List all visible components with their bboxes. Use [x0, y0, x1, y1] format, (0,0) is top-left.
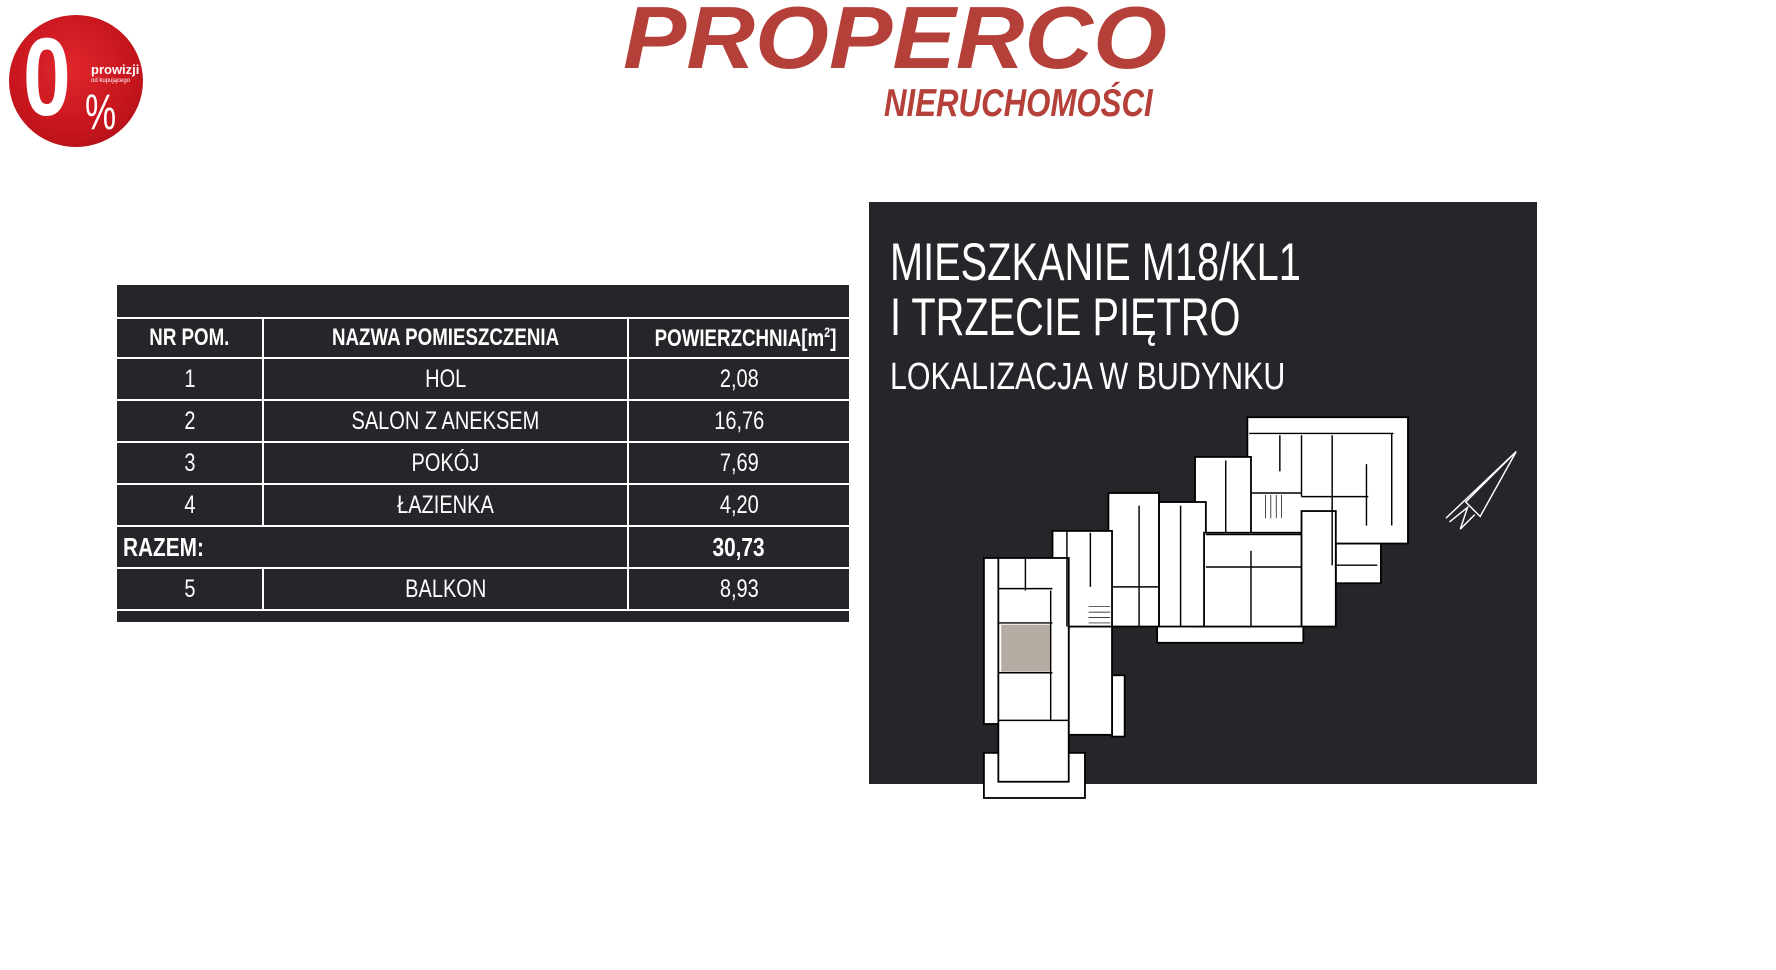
table-row: 5 BALKON 8,93: [117, 567, 849, 611]
cell-name: BALKON: [262, 567, 629, 611]
cell-nr: 1: [117, 357, 264, 401]
table-top-bar: [117, 285, 849, 317]
cell-area: 4,20: [627, 483, 849, 527]
cell-nr: 4: [117, 483, 264, 527]
table-row: 2 SALON Z ANEKSEM 16,76: [117, 399, 849, 443]
logo-main-text: PROPERCO: [623, 0, 1167, 87]
location-subtitle: LOKALIZACJA W BUDYNKU: [890, 356, 1286, 398]
logo-sub-text: NIERUCHOMOŚCI: [884, 82, 1153, 125]
badge-line1: prowizji: [91, 62, 140, 77]
header-name: NAZWA POMIESZCZENIA: [262, 317, 629, 359]
badge-line2: od kupującego: [91, 78, 131, 84]
zero-commission-badge: 0 prowizji od kupującego %: [9, 15, 143, 147]
logo-properco: PROPERCO: [623, 0, 1167, 82]
rooms-table: NR POM. NAZWA POMIESZCZENIA POWIERZCHNIA…: [117, 285, 849, 622]
header-area: POWIERZCHNIA[m2]: [627, 317, 849, 359]
header-nr: NR POM.: [117, 317, 264, 359]
cell-nr: 3: [117, 441, 264, 485]
badge-percent: %: [85, 84, 117, 140]
table-header-row: NR POM. NAZWA POMIESZCZENIA POWIERZCHNIA…: [117, 317, 849, 359]
logo-nieruchomosci: NIERUCHOMOŚCI: [884, 84, 1220, 124]
apartment-title: MIESZKANIE M18/KL1: [890, 233, 1301, 292]
cell-area: 7,69: [627, 441, 849, 485]
total-label: RAZEM:: [117, 525, 629, 569]
north-arrow-icon: [1445, 450, 1517, 530]
cell-nr: 2: [117, 399, 264, 443]
total-area: 30,73: [627, 525, 849, 569]
cell-name: ŁAZIENKA: [262, 483, 629, 527]
floor-title: I TRZECIE PIĘTRO: [890, 288, 1241, 347]
cell-name: HOL: [262, 357, 629, 401]
cell-nr: 5: [117, 567, 264, 611]
table-row: 1 HOL 2,08: [117, 357, 849, 401]
table-total-row: RAZEM: 30,73: [117, 525, 849, 569]
table-bottom-bar: [117, 611, 849, 622]
building-floor-plan: [983, 416, 1517, 799]
cell-name: POKÓJ: [262, 441, 629, 485]
table-row: 4 ŁAZIENKA 4,20: [117, 483, 849, 527]
highlighted-apartment: [1001, 624, 1051, 672]
cell-name: SALON Z ANEKSEM: [262, 399, 629, 443]
cell-area: 2,08: [627, 357, 849, 401]
table-row: 3 POKÓJ 7,69: [117, 441, 849, 485]
cell-area: 8,93: [627, 567, 849, 611]
cell-area: 16,76: [627, 399, 849, 443]
badge-zero: 0: [23, 16, 71, 139]
